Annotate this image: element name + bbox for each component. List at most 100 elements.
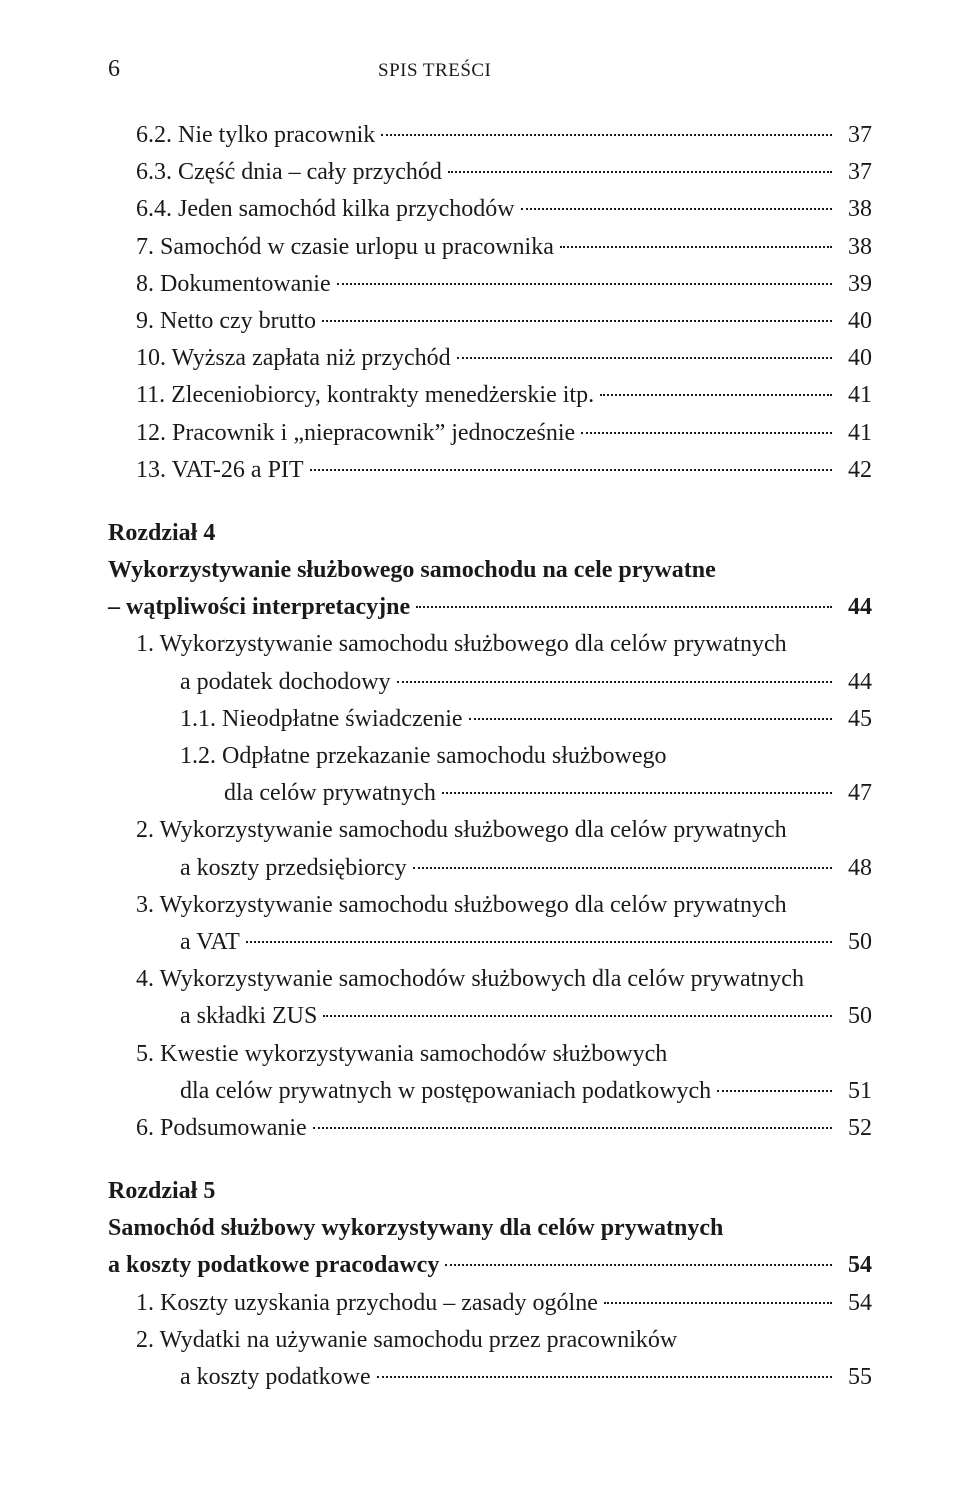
toc-entry-page: 37 [838, 154, 872, 191]
section-4: Rozdział 4 Wykorzystywanie służbowego sa… [108, 515, 872, 1147]
section-4-title-line1: Wykorzystywanie służbowego samochodu na … [108, 552, 872, 589]
toc-entry-page: 37 [838, 117, 872, 154]
section-4-entries: 1. Wykorzystywanie samochodu służbowego … [108, 626, 872, 1147]
toc-entry: 6.4. Jeden samochód kilka przychodów 38 [108, 191, 872, 228]
toc-entry-page: 55 [838, 1359, 872, 1396]
section-5-title-page: 54 [838, 1247, 872, 1284]
toc-entry-label: 1. Wykorzystywanie samochodu służbowego … [136, 626, 787, 663]
leader-dots [310, 469, 832, 471]
toc-entry-page: 40 [838, 340, 872, 377]
toc-entry: 6.3. Część dnia – cały przychód 37 [108, 154, 872, 191]
toc-entry-label: 1.1. Nieodpłatne świadczenie [180, 701, 463, 738]
toc-entry-label: 13. VAT-26 a PIT [136, 452, 304, 489]
leader-dots [445, 1264, 832, 1266]
section-5-title-last-text: a koszty podatkowe pracodawcy [108, 1247, 439, 1284]
toc-entry-label: dla celów prywatnych w postępowaniach po… [180, 1073, 711, 1110]
toc-entry-page: 47 [838, 775, 872, 812]
toc-entry-page: 44 [838, 664, 872, 701]
toc-entry-label: 12. Pracownik i „niepracownik” jednocześ… [136, 415, 575, 452]
toc-entry-label: 2. Wykorzystywanie samochodu służbowego … [136, 812, 787, 849]
leader-dots [416, 606, 832, 608]
toc-entry-label: 4. Wykorzystywanie samochodów służbowych… [136, 961, 804, 998]
leader-dots [322, 320, 832, 322]
toc-entry-continuation: a podatek dochodowy 44 [108, 664, 872, 701]
toc-entry: 9. Netto czy brutto40 [108, 303, 872, 340]
toc-entry-label: 1. Koszty uzyskania przychodu – zasady o… [136, 1285, 598, 1322]
toc-entry-label: 2. Wydatki na używanie samochodu przez p… [136, 1322, 677, 1359]
page-header: 6 SPIS TREŚCI [108, 56, 872, 83]
toc-entry-continuation: dla celów prywatnych 47 [108, 775, 872, 812]
page-number: 6 [108, 56, 148, 83]
section-4-heading: Rozdział 4 [108, 515, 872, 552]
toc-entry-continuation: a koszty podatkowe55 [108, 1359, 872, 1396]
toc-entry-page: 50 [838, 924, 872, 961]
leader-dots [717, 1090, 832, 1092]
toc-entry-label: a koszty przedsiębiorcy [180, 850, 407, 887]
toc-entry: 3. Wykorzystywanie samochodu służbowego … [108, 887, 872, 924]
toc-entry-label: 5. Kwestie wykorzystywania samochodów sł… [136, 1036, 667, 1073]
toc-entry-page: 38 [838, 191, 872, 228]
toc-entry-page: 40 [838, 303, 872, 340]
toc-entry-page: 41 [838, 415, 872, 452]
leader-dots [442, 792, 832, 794]
leader-dots [323, 1015, 832, 1017]
leader-dots [313, 1127, 832, 1129]
leader-dots [469, 718, 832, 720]
toc-entry-page: 42 [838, 452, 872, 489]
leader-dots [397, 681, 832, 683]
toc-entry-label: 8. Dokumentowanie [136, 266, 331, 303]
toc-entry-label: 10. Wyższa zapłata niż przychód [136, 340, 451, 377]
leader-dots [521, 208, 832, 210]
toc-entry-label: dla celów prywatnych [224, 775, 436, 812]
toc-top-block: 6.2. Nie tylko pracownik376.3. Część dni… [108, 117, 872, 489]
leader-dots [337, 283, 832, 285]
toc-entry: 5. Kwestie wykorzystywania samochodów sł… [108, 1036, 872, 1073]
toc-entry-label: a podatek dochodowy [180, 664, 391, 701]
toc-entry-label: a składki ZUS [180, 998, 317, 1035]
toc-entry-page: 45 [838, 701, 872, 738]
toc-entry-page: 54 [838, 1285, 872, 1322]
leader-dots [246, 941, 832, 943]
toc-entry: 4. Wykorzystywanie samochodów służbowych… [108, 961, 872, 998]
toc-entry-continuation: dla celów prywatnych w postępowaniach po… [108, 1073, 872, 1110]
section-5-heading: Rozdział 5 [108, 1173, 872, 1210]
toc-entry: 2. Wydatki na używanie samochodu przez p… [108, 1322, 872, 1359]
leader-dots [377, 1376, 832, 1378]
toc-entry-page: 52 [838, 1110, 872, 1147]
toc-entry-label: 6.4. Jeden samochód kilka przychodów [136, 191, 515, 228]
toc-entry: 13. VAT-26 a PIT 42 [108, 452, 872, 489]
toc-entry: 1. Koszty uzyskania przychodu – zasady o… [108, 1285, 872, 1322]
running-title: SPIS TREŚCI [378, 60, 491, 82]
leader-dots [600, 394, 832, 396]
section-4-title-last-text: – wątpliwości interpretacyjne [108, 589, 410, 626]
toc-entry-label: 6.3. Część dnia – cały przychód [136, 154, 442, 191]
toc-entry-label: 11. Zleceniobiorcy, kontrakty menedżersk… [136, 377, 594, 414]
toc-entry: 2. Wykorzystywanie samochodu służbowego … [108, 812, 872, 849]
toc-entry-continuation: a VAT50 [108, 924, 872, 961]
section-4-title-page: 44 [838, 589, 872, 626]
leader-dots [604, 1302, 832, 1304]
section-5-title-last: a koszty podatkowe pracodawcy 54 [108, 1247, 872, 1284]
toc-entry-label: 6. Podsumowanie [136, 1110, 307, 1147]
leader-dots [581, 432, 832, 434]
toc-entry-continuation: a składki ZUS 50 [108, 998, 872, 1035]
section-5-title-line1: Samochód służbowy wykorzystywany dla cel… [108, 1210, 872, 1247]
toc-entry: 11. Zleceniobiorcy, kontrakty menedżersk… [108, 377, 872, 414]
leader-dots [381, 134, 832, 136]
toc-entry-label: 6.2. Nie tylko pracownik [136, 117, 375, 154]
section-4-title-last: – wątpliwości interpretacyjne 44 [108, 589, 872, 626]
toc-entry: 1.2. Odpłatne przekazanie samochodu służ… [108, 738, 872, 775]
section-5: Rozdział 5 Samochód służbowy wykorzystyw… [108, 1173, 872, 1396]
leader-dots [413, 867, 832, 869]
section-5-entries: 1. Koszty uzyskania przychodu – zasady o… [108, 1285, 872, 1397]
leader-dots [560, 246, 832, 248]
toc-entry: 10. Wyższa zapłata niż przychód 40 [108, 340, 872, 377]
toc-entry-page: 41 [838, 377, 872, 414]
toc-entry-page: 50 [838, 998, 872, 1035]
toc-entry: 6. Podsumowanie 52 [108, 1110, 872, 1147]
toc-entry: 1. Wykorzystywanie samochodu służbowego … [108, 626, 872, 663]
toc-entry-label: 3. Wykorzystywanie samochodu służbowego … [136, 887, 787, 924]
toc-entry-page: 48 [838, 850, 872, 887]
toc-entry-page: 38 [838, 229, 872, 266]
toc-entry-page: 39 [838, 266, 872, 303]
